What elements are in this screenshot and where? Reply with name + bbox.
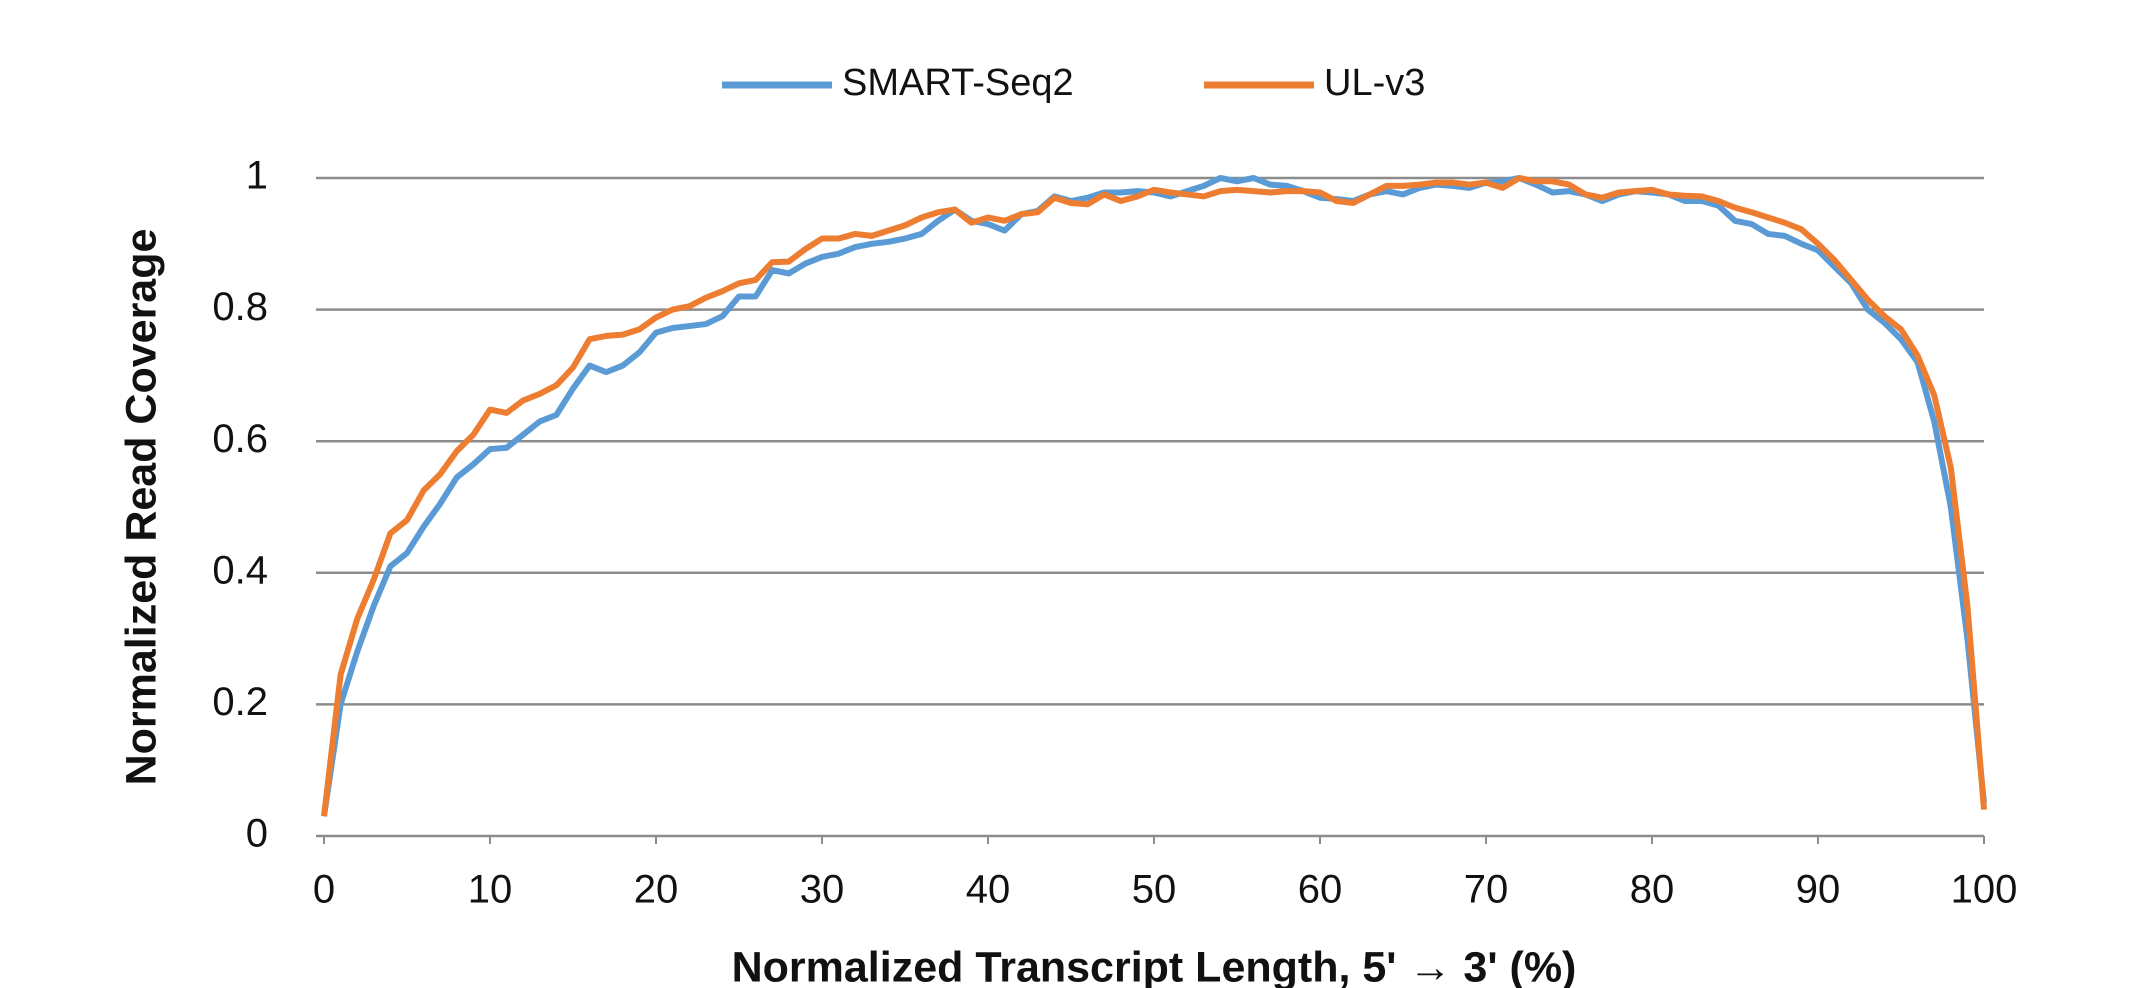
y-tick-label: 0.2: [212, 680, 268, 724]
y-tick-label: 0.6: [212, 417, 268, 461]
x-tick-label: 80: [1630, 868, 1675, 912]
x-tick-label: 0: [313, 868, 335, 912]
y-tick-label: 0.8: [212, 285, 268, 329]
legend-label: UL-v3: [1324, 62, 1425, 104]
x-tick-label: 20: [634, 868, 679, 912]
x-tick-label: 30: [800, 868, 845, 912]
x-tick-label: 10: [468, 868, 513, 912]
y-tick-label: 1: [246, 154, 268, 198]
y-tick-label: 0: [246, 812, 268, 856]
legend-label: SMART-Seq2: [842, 62, 1074, 104]
x-tick-label: 50: [1132, 868, 1177, 912]
x-tick-label: 70: [1464, 868, 1509, 912]
x-tick-label: 40: [966, 868, 1011, 912]
x-axis-title: Normalized Transcript Length, 5' → 3' (%…: [732, 943, 1577, 988]
series-line: [321, 175, 1987, 817]
y-tick-label: 0.4: [212, 548, 268, 592]
series-line: [321, 175, 1987, 817]
x-tick-label: 90: [1796, 868, 1841, 912]
y-axis-title: Normalized Read Coverage: [117, 229, 165, 786]
x-tick-label: 100: [1951, 868, 2018, 912]
x-tick-label: 60: [1298, 868, 1343, 912]
